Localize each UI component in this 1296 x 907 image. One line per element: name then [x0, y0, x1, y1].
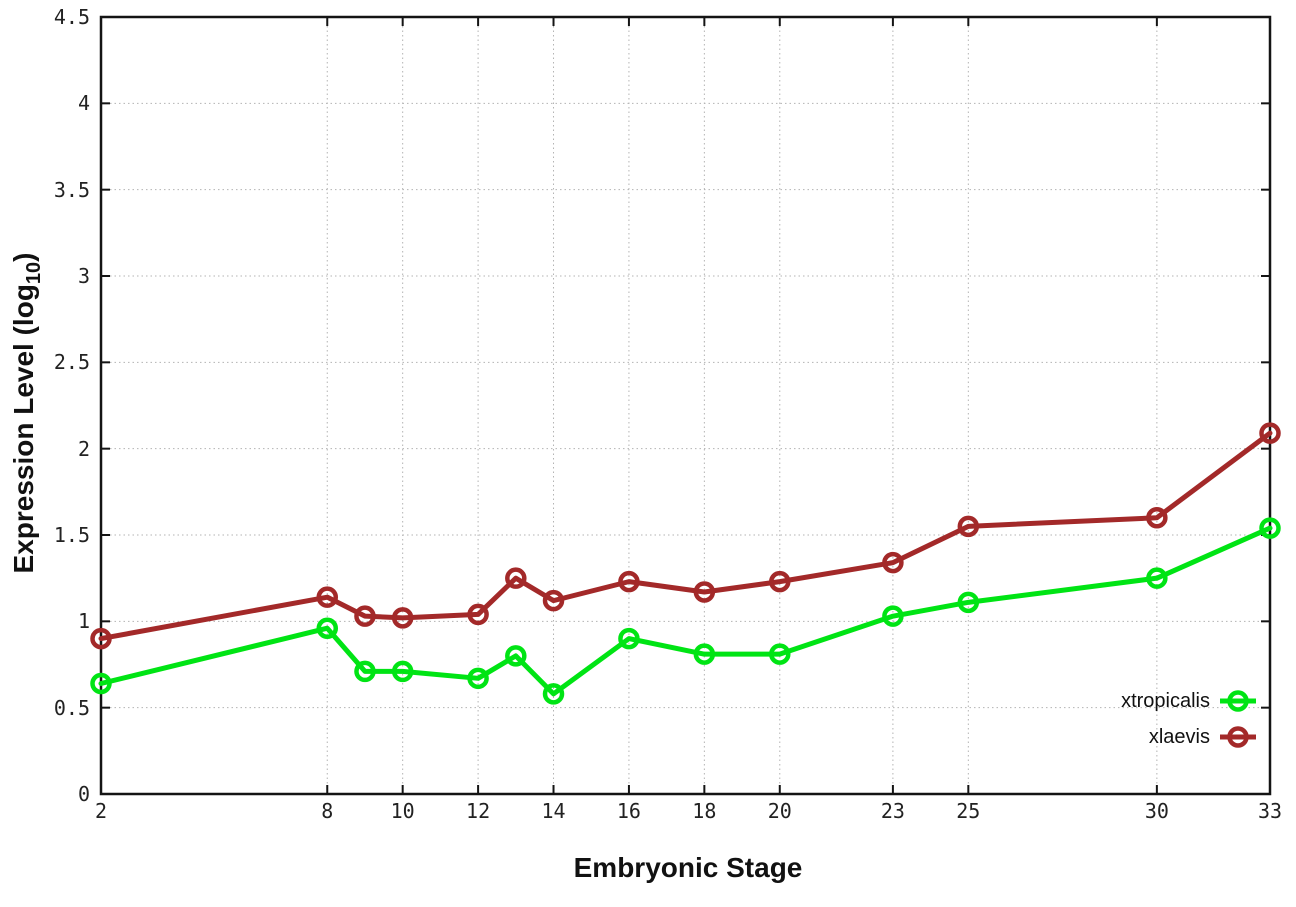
series-line-xtropicalis: [98, 525, 1273, 697]
x-tick-label: 16: [616, 799, 641, 823]
data-point-xlaevis: [1259, 422, 1281, 444]
data-point-xlaevis: [693, 581, 716, 603]
x-tick-label: 12: [466, 799, 491, 823]
x-tick-label: 30: [1144, 799, 1169, 823]
x-tick-label: 14: [541, 799, 566, 823]
data-point-xtropicalis: [542, 683, 565, 705]
x-tick-label: 23: [880, 799, 905, 823]
y-tick-label: 4.5: [53, 5, 90, 29]
x-tick-label: 2: [94, 799, 108, 823]
data-point-xtropicalis: [391, 660, 414, 683]
data-point-xtropicalis: [90, 672, 112, 695]
y-tick-label: 1: [77, 609, 90, 634]
data-point-xtropicalis: [693, 643, 716, 665]
legend-sample-marker-xtropicalis: [1227, 690, 1249, 712]
legend-label-xtropicalis: xtropicalis: [1121, 690, 1210, 712]
plot-border: [99, 15, 1272, 796]
x-tick-label: 25: [956, 799, 981, 823]
series-line-xlaevis: [98, 430, 1273, 642]
data-point-xlaevis: [542, 589, 565, 612]
data-point-xtropicalis: [882, 605, 904, 627]
y-tick-label: 3: [77, 264, 90, 288]
data-point-xtropicalis: [505, 645, 527, 667]
data-point-xtropicalis: [1146, 567, 1168, 589]
data-point-xlaevis: [354, 605, 376, 627]
data-point-xtropicalis: [1259, 517, 1281, 539]
y-axis-title-close-paren: ): [8, 252, 40, 262]
data-point-xlaevis: [618, 570, 640, 593]
y-tick-label: 3.5: [53, 177, 90, 202]
y-tick-label: 2: [77, 436, 90, 461]
x-tick-label: 33: [1257, 799, 1283, 823]
data-point-xlaevis: [769, 570, 791, 593]
x-axis-title: Embryonic Stage: [573, 852, 803, 883]
x-tick-label: 8: [321, 799, 334, 823]
data-point-xtropicalis: [316, 617, 339, 639]
y-tick-label: 4: [77, 91, 90, 116]
data-point-xlaevis: [90, 627, 112, 650]
legend-label-xlaevis: xlaevis: [1148, 726, 1210, 748]
x-tick-label: 20: [767, 799, 792, 823]
data-point-xlaevis: [957, 515, 980, 538]
data-point-xlaevis: [505, 567, 527, 589]
x-tick-label: 18: [692, 799, 717, 823]
legend-sample-marker-xlaevis: [1227, 726, 1249, 748]
y-tick-label: 0: [77, 782, 90, 806]
y-tick-label: 1.5: [53, 523, 90, 547]
data-point-xlaevis: [316, 586, 339, 608]
data-point-xtropicalis: [957, 591, 980, 614]
data-point-xtropicalis: [618, 627, 640, 650]
y-tick-label: 0.5: [53, 695, 90, 720]
data-point-xtropicalis: [467, 667, 489, 690]
data-point-xlaevis: [1146, 506, 1168, 529]
y-tick-label: 2.5: [53, 350, 90, 375]
data-point-xlaevis: [391, 607, 414, 629]
x-tick-label: 10: [390, 799, 415, 823]
data-point-xlaevis: [467, 603, 489, 626]
data-point-xtropicalis: [769, 643, 791, 665]
data-point-xlaevis: [882, 551, 904, 574]
data-point-xtropicalis: [354, 660, 376, 683]
